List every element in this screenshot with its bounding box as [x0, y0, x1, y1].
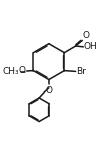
- Text: Br: Br: [76, 67, 86, 76]
- Text: O: O: [46, 86, 53, 95]
- Text: O: O: [18, 66, 25, 75]
- Text: O: O: [83, 31, 90, 40]
- Text: CH₃: CH₃: [2, 67, 19, 76]
- Text: OH: OH: [84, 42, 97, 51]
